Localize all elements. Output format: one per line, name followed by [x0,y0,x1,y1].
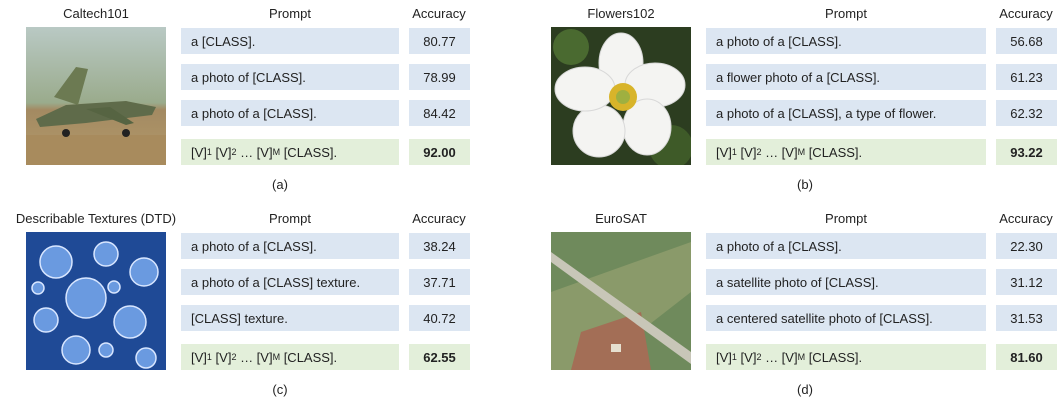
caption: (c) [272,382,288,397]
prompt-cell: a photo of [CLASS]. [181,64,399,90]
prompt-token: [CLASS]. [805,349,863,365]
prompt-cell: a photo of a [CLASS], a type of flower. [706,100,986,126]
accuracy-cell: 62.32 [996,100,1057,126]
subscript: M [797,352,806,362]
prompt-token: [CLASS]. [280,144,338,160]
subscript: 2 [231,147,237,157]
prompt-token: [V] [716,144,732,160]
prompt-token: [V] [211,144,232,160]
dataset-image [551,232,691,370]
accuracy-cell: 37.71 [409,269,470,295]
prompt-cell: [V] 1 [V] 2 … [V] M [CLASS]. [706,344,986,370]
accuracy-cell: 38.24 [409,233,470,259]
accuracy-cell: 62.55 [409,344,470,370]
prompt-cell: a satellite photo of [CLASS]. [706,269,986,295]
caption: (d) [797,382,813,397]
prompt-token: [V] [191,349,207,365]
accuracy-cell: 22.30 [996,233,1057,259]
accuracy-header: Accuracy [412,211,466,226]
prompt-token: … [V] [761,144,798,160]
accuracy-header: Accuracy [412,6,466,21]
prompt-cell: a photo of a [CLASS]. [706,28,986,54]
prompt-token: [V] [716,349,732,365]
prompt-cell: a photo of a [CLASS]. [181,233,399,259]
prompt-token: … [V] [761,349,798,365]
prompt-cell: [V] 1 [V] 2 … [V] M [CLASS]. [181,344,399,370]
accuracy-cell: 31.12 [996,269,1057,295]
prompt-cell: a photo of a [CLASS]. [706,233,986,259]
caption: (b) [797,177,813,192]
accuracy-cell: 80.77 [409,28,470,54]
caption: (a) [272,177,288,192]
prompt-token: [V] [736,144,757,160]
accuracy-cell: 93.22 [996,139,1057,165]
subscript: M [797,147,806,157]
subscript: 1 [206,147,212,157]
prompt-header: Prompt [825,6,867,21]
prompt-token: [V] [211,349,232,365]
accuracy-cell: 92.00 [409,139,470,165]
prompt-cell: a photo of a [CLASS] texture. [181,269,399,295]
subscript: 1 [731,352,737,362]
dataset-title: Caltech101 [63,6,129,21]
prompt-token: … [V] [236,144,273,160]
subscript: 2 [756,352,762,362]
subscript: 2 [231,352,237,362]
accuracy-cell: 40.72 [409,305,470,331]
prompt-token: [CLASS]. [805,144,863,160]
dataset-title: EuroSAT [595,211,647,226]
prompt-token: [V] [736,349,757,365]
subscript: 1 [206,352,212,362]
prompt-cell: a photo of a [CLASS]. [181,100,399,126]
accuracy-cell: 78.99 [409,64,470,90]
accuracy-header: Accuracy [999,6,1053,21]
prompt-cell: [CLASS] texture. [181,305,399,331]
prompt-cell: a flower photo of a [CLASS]. [706,64,986,90]
prompt-header: Prompt [269,211,311,226]
subscript: 2 [756,147,762,157]
dataset-image [551,27,691,165]
prompt-header: Prompt [269,6,311,21]
prompt-header: Prompt [825,211,867,226]
dataset-image [26,27,166,165]
prompt-token: … [V] [236,349,273,365]
accuracy-cell: 84.42 [409,100,470,126]
accuracy-cell: 61.23 [996,64,1057,90]
accuracy-cell: 31.53 [996,305,1057,331]
prompt-cell: a [CLASS]. [181,28,399,54]
accuracy-header: Accuracy [999,211,1053,226]
dataset-title: Describable Textures (DTD) [15,211,177,226]
accuracy-cell: 81.60 [996,344,1057,370]
prompt-cell: [V] 1 [V] 2 … [V] M [CLASS]. [181,139,399,165]
prompt-cell: [V] 1 [V] 2 … [V] M [CLASS]. [706,139,986,165]
subscript: 1 [731,147,737,157]
subscript: M [272,147,281,157]
prompt-token: [V] [191,144,207,160]
accuracy-cell: 56.68 [996,28,1057,54]
subscript: M [272,352,281,362]
prompt-token: [CLASS]. [280,349,338,365]
dataset-image [26,232,166,370]
dataset-title: Flowers102 [587,6,655,21]
prompt-cell: a centered satellite photo of [CLASS]. [706,305,986,331]
